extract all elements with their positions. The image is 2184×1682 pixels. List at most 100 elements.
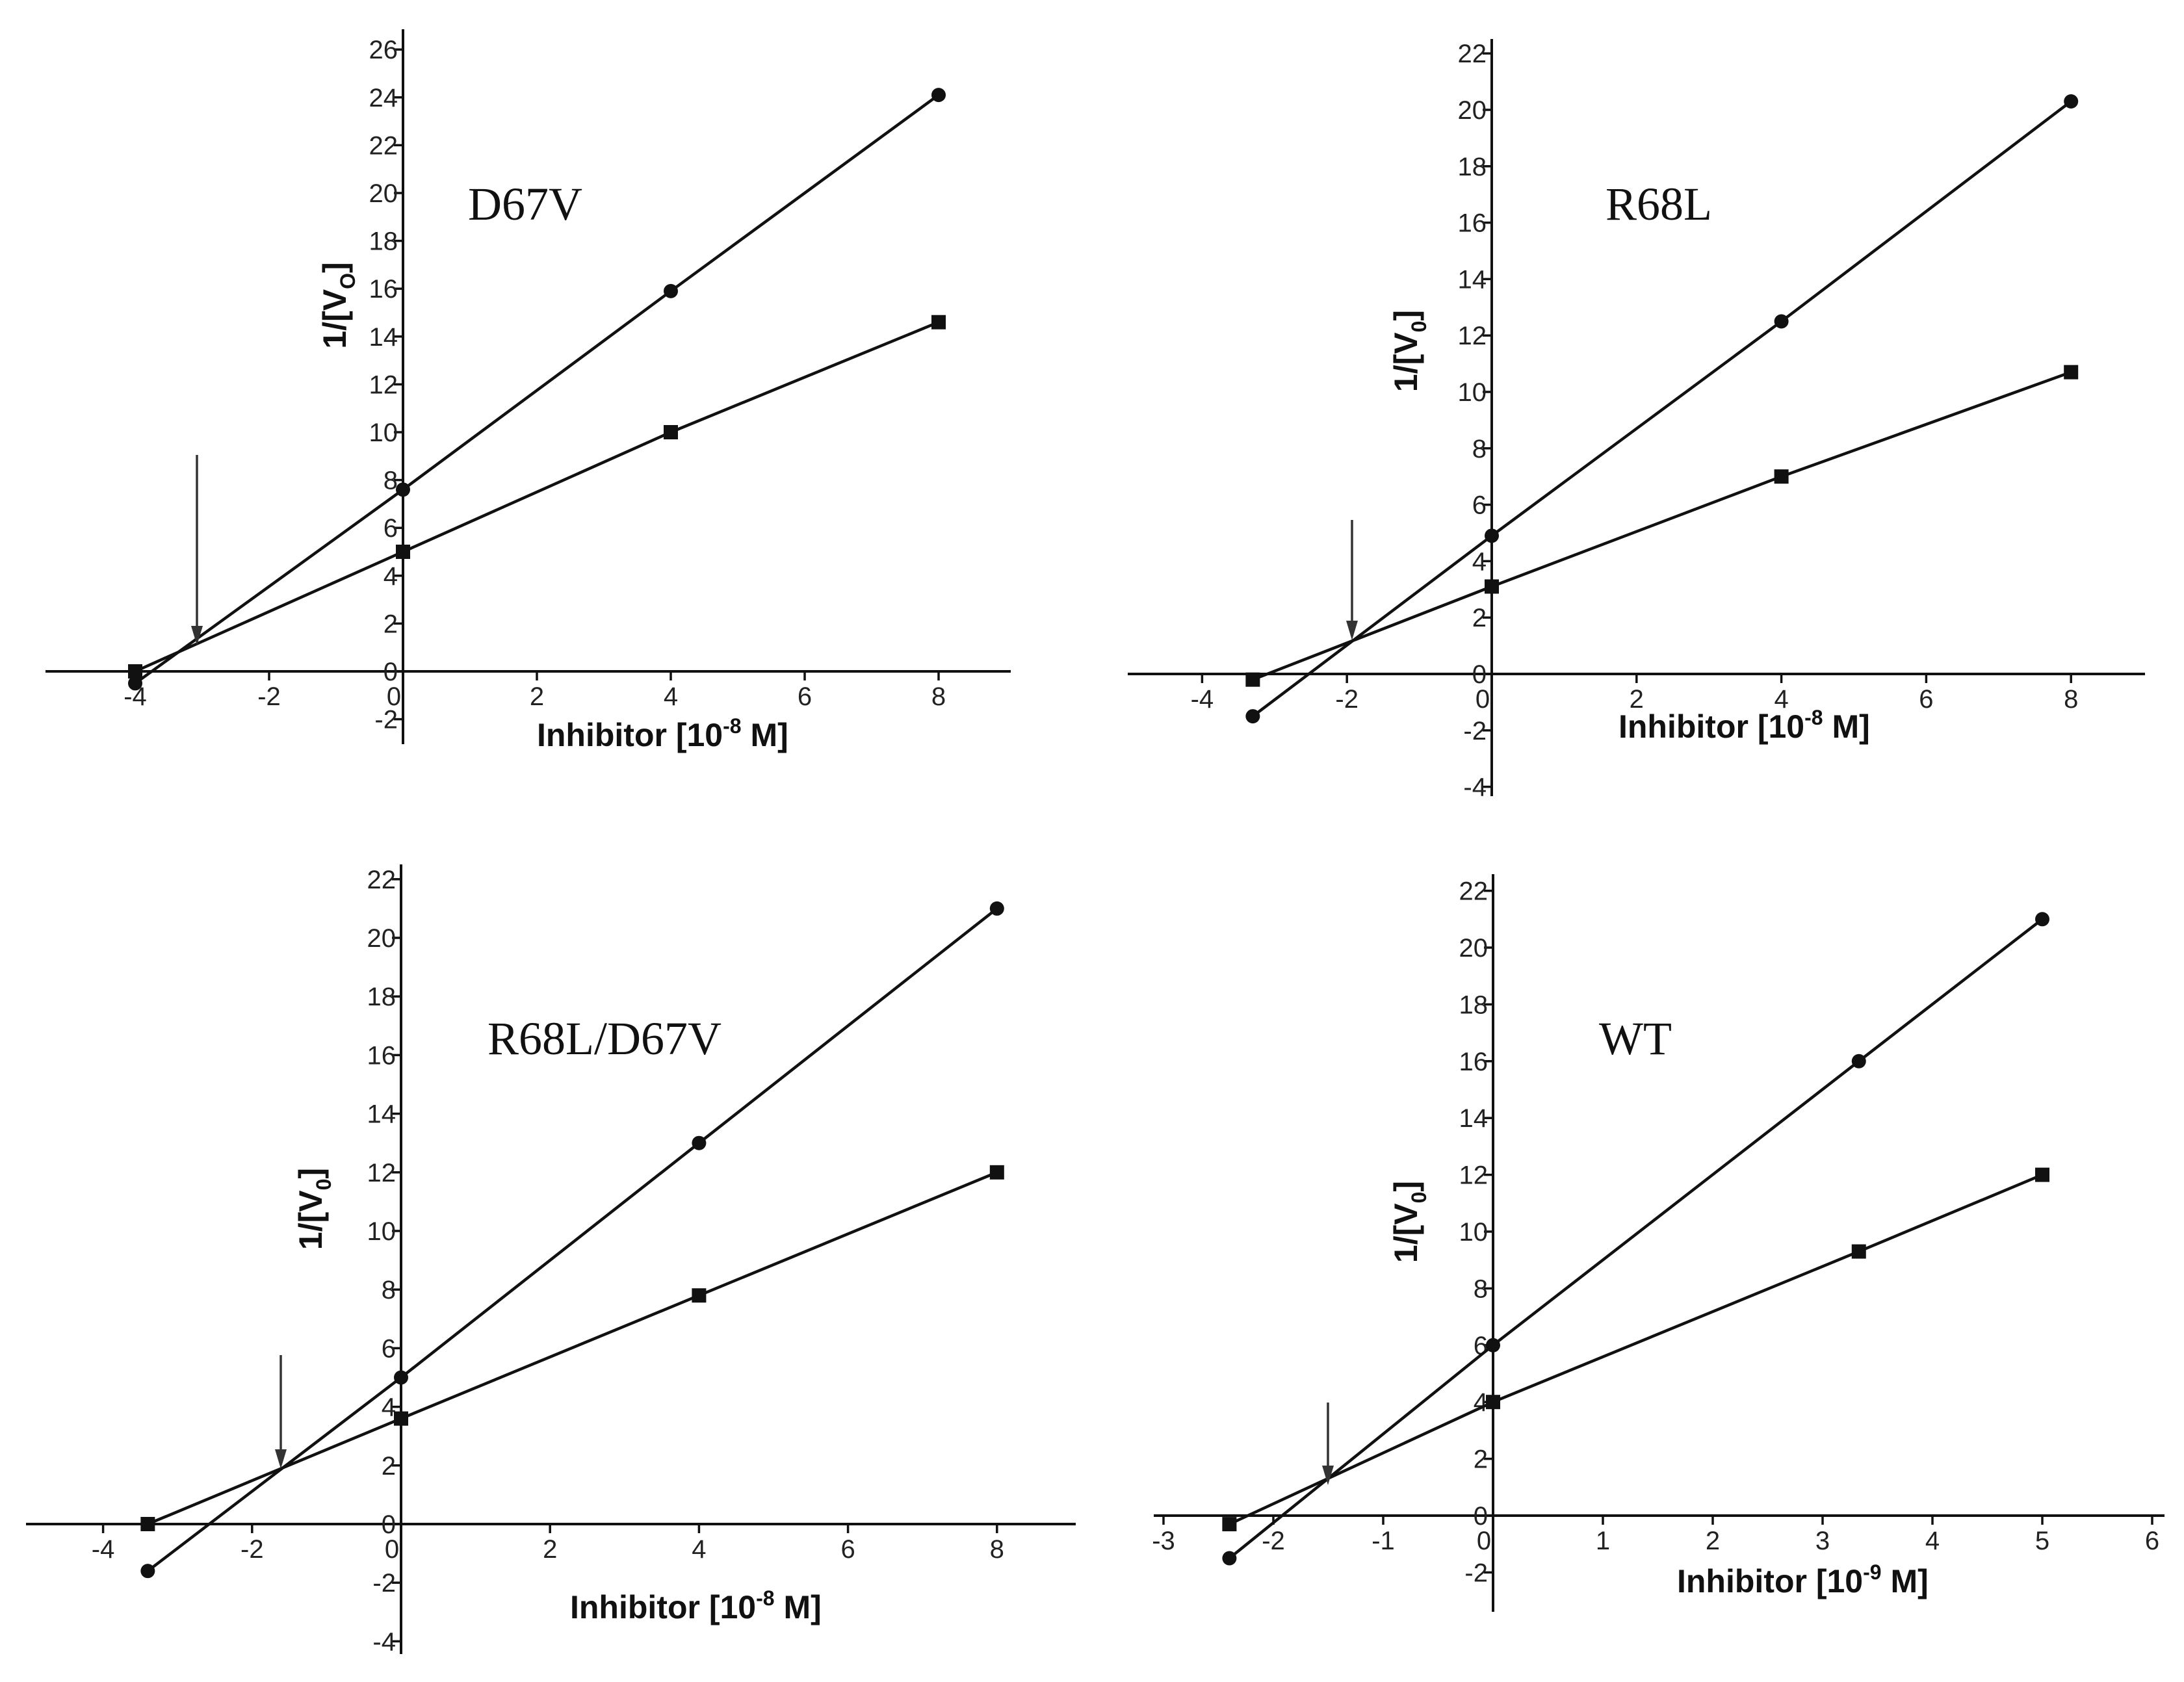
y-tick-label: 0 bbox=[1474, 1502, 1488, 1531]
y-tick-label: 20 bbox=[1459, 934, 1488, 963]
x-tick-label: 2 bbox=[1630, 685, 1644, 714]
x-tick-label: 0 bbox=[387, 682, 401, 711]
chart-panel-1: -4 -2 0 2 4 6 8-202468101214161820222426D67VIn… bbox=[46, 29, 1011, 753]
y-tick-label: 12 bbox=[1458, 322, 1487, 350]
y-tick-label: 16 bbox=[1458, 209, 1487, 238]
data-point-circle bbox=[664, 283, 678, 298]
y-tick-label: 4 bbox=[1472, 547, 1487, 576]
data-point-circle bbox=[1774, 314, 1789, 329]
x-tick-label: -1 bbox=[1372, 1527, 1395, 1555]
data-point-square bbox=[1774, 469, 1789, 484]
data-point-circle bbox=[2064, 94, 2079, 109]
x-axis-title: Inhibitor [10-8 M] bbox=[537, 714, 788, 753]
panel-title: D67V bbox=[468, 178, 582, 230]
y-tick-label: 22 bbox=[1458, 40, 1487, 68]
x-tick-label: -4 bbox=[92, 1535, 115, 1564]
data-point-square bbox=[692, 1288, 707, 1303]
data-point-square bbox=[396, 545, 410, 559]
data-point-square bbox=[140, 1517, 155, 1531]
y-tick-label: 18 bbox=[369, 227, 398, 256]
data-point-circle bbox=[128, 676, 142, 691]
x-tick-label: 1 bbox=[1596, 1527, 1610, 1555]
y-tick-label: 10 bbox=[369, 419, 398, 447]
data-point-square bbox=[2064, 365, 2079, 380]
y-tick-label: 26 bbox=[369, 36, 398, 64]
intersection-arrow-head bbox=[191, 626, 203, 645]
y-tick-label: 8 bbox=[1472, 435, 1487, 463]
y-tick-label: 0 bbox=[1472, 660, 1487, 689]
data-point-square bbox=[1851, 1244, 1866, 1259]
y-tick-label: 22 bbox=[1459, 877, 1488, 906]
y-tick-label: 20 bbox=[367, 924, 396, 953]
series-line-circle bbox=[146, 907, 998, 1572]
x-tick-label: 0 bbox=[1477, 1527, 1491, 1555]
series-line-square bbox=[147, 1171, 998, 1526]
data-point-circle bbox=[989, 901, 1004, 916]
y-tick-label: 2 bbox=[1474, 1445, 1488, 1474]
data-point-square bbox=[1222, 1517, 1237, 1532]
data-point-circle bbox=[396, 482, 410, 497]
y-tick-label: 10 bbox=[1459, 1218, 1488, 1247]
x-axis-title: Inhibitor [10-8 M] bbox=[570, 1586, 822, 1625]
data-point-square bbox=[931, 315, 946, 330]
series-line-circle bbox=[1228, 918, 2044, 1560]
data-point-circle bbox=[1245, 709, 1260, 724]
y-axis-title: 1/[V0] bbox=[1388, 310, 1431, 392]
x-tick-label: 6 bbox=[2145, 1527, 2159, 1555]
x-tick-label: 6 bbox=[1919, 685, 1933, 714]
y-tick-label: 12 bbox=[369, 370, 398, 399]
x-tick-label: -2 bbox=[1262, 1527, 1285, 1555]
y-tick-label: 8 bbox=[384, 467, 398, 495]
chart-panel-3: -4 -2 0 2 4 6 8 -4 -2 0 2 4 6 8 10 12 14 16 18 20 22 R68L/D67… bbox=[26, 864, 1076, 1656]
x-tick-label: 6 bbox=[840, 1535, 855, 1564]
series-line-square bbox=[1252, 370, 2072, 681]
y-tick-label: 4 bbox=[382, 1393, 396, 1422]
y-tick-label: 6 bbox=[384, 514, 398, 543]
data-point-circle bbox=[394, 1370, 408, 1385]
y-tick-label: 10 bbox=[367, 1217, 396, 1246]
data-point-circle bbox=[1222, 1551, 1237, 1566]
y-tick-label: 6 bbox=[382, 1334, 396, 1363]
y-tick-label: 14 bbox=[1459, 1104, 1488, 1133]
x-tick-label: 4 bbox=[692, 1535, 706, 1564]
x-tick-label: 8 bbox=[2064, 685, 2078, 714]
data-point-square bbox=[1485, 579, 1499, 594]
data-point-square bbox=[128, 664, 142, 679]
x-tick-label: 2 bbox=[530, 682, 544, 711]
x-axis-title: Inhibitor [10-8 M] bbox=[1618, 706, 1870, 745]
y-tick-label: -4 bbox=[1463, 773, 1487, 802]
y-tick-label: 20 bbox=[369, 179, 398, 208]
series-line-circle bbox=[1252, 100, 2072, 718]
y-tick-label: 8 bbox=[1474, 1274, 1488, 1303]
data-point-circle bbox=[2035, 912, 2049, 927]
x-tick-label: 8 bbox=[990, 1535, 1004, 1564]
data-point-square bbox=[664, 425, 678, 439]
y-axis-title: 1/[V0] bbox=[1388, 1181, 1431, 1263]
y-tick-label: 20 bbox=[1458, 96, 1487, 125]
y-tick-label: -2 bbox=[374, 706, 398, 734]
y-tick-label: 22 bbox=[367, 866, 396, 894]
data-point-circle bbox=[1485, 528, 1499, 543]
y-tick-label: -4 bbox=[372, 1627, 396, 1656]
y-tick-label: 18 bbox=[367, 983, 396, 1011]
x-tick-label: 8 bbox=[931, 682, 946, 711]
chart-panel-4: -3 -2 -1 0 1 2 3 4 5 6-20246810121416182022WTInhi… bbox=[1152, 874, 2164, 1612]
data-point-circle bbox=[140, 1564, 155, 1579]
y-tick-label: 2 bbox=[382, 1452, 396, 1481]
data-point-circle bbox=[931, 88, 946, 103]
y-tick-label: 8 bbox=[382, 1276, 396, 1304]
x-tick-label: 2 bbox=[1706, 1527, 1720, 1555]
series-line-square bbox=[1228, 1173, 2043, 1526]
y-tick-label: 2 bbox=[384, 610, 398, 638]
panel-title: R68L bbox=[1606, 178, 1712, 230]
x-tick-label: -4 bbox=[1191, 685, 1214, 714]
data-point-square bbox=[989, 1165, 1004, 1180]
y-tick-label: 16 bbox=[367, 1041, 396, 1070]
y-tick-label: 12 bbox=[1459, 1161, 1488, 1190]
intersection-arrow-head bbox=[1322, 1466, 1334, 1485]
series-line-circle bbox=[134, 94, 940, 685]
x-tick-label: 2 bbox=[543, 1535, 557, 1564]
panel-title: R68L/D67V bbox=[488, 1013, 722, 1065]
y-tick-label: 16 bbox=[369, 275, 398, 304]
